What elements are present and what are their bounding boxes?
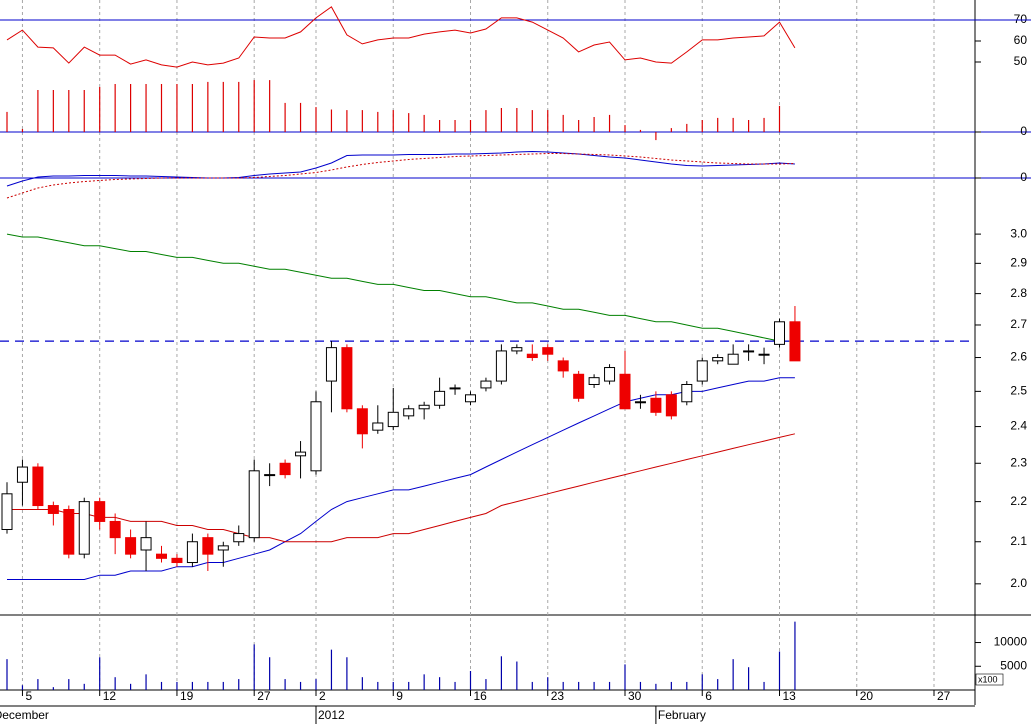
candle-body (356, 408, 368, 435)
candle-body (511, 347, 523, 352)
candle-body (665, 394, 677, 417)
candle-body (480, 380, 492, 389)
candle-body (774, 321, 785, 345)
moving-average (7, 377, 795, 580)
x-tick-label: 5 (25, 689, 32, 703)
x-tick-label: 6 (705, 689, 712, 703)
y-tick-label: 0 (1020, 124, 1027, 138)
x-tick-label: 13 (783, 689, 797, 703)
y-tick-label: 2.1 (1010, 534, 1027, 548)
candle-body (758, 353, 770, 356)
candle-body (1, 493, 13, 531)
indicator-line (6, 150, 795, 187)
candle-body (125, 537, 137, 555)
y-tick-label: 2.2 (1010, 494, 1027, 508)
candle-body (681, 383, 693, 403)
x-tick-label: 27 (257, 689, 271, 703)
y-tick-label: 2.7 (1010, 317, 1027, 331)
unit-label: x100 (978, 674, 998, 684)
y-tick-label: 10000 (994, 635, 1028, 649)
moving-average (7, 433, 796, 543)
candle-body (78, 501, 90, 555)
candle-body (604, 367, 616, 382)
candle-body (743, 350, 755, 353)
candle-body (94, 501, 106, 522)
x-tick-label: 2 (319, 689, 326, 703)
period-label: February (658, 708, 706, 722)
y-tick-label: 2.4 (1010, 419, 1027, 433)
candle-body (341, 347, 353, 410)
candle-body (140, 537, 152, 551)
unit-box (975, 673, 1004, 686)
candle-body (156, 553, 167, 559)
candle-body (789, 321, 801, 362)
y-tick-label: 2.6 (1010, 350, 1027, 364)
candle-body (47, 505, 59, 514)
candle-body (233, 533, 245, 543)
candle-body (372, 422, 384, 431)
y-tick-label: 70 (1014, 12, 1028, 26)
y-tick-label: 2.0 (1010, 576, 1027, 590)
candle-body (32, 466, 44, 507)
y-tick-label: 2.5 (1010, 384, 1027, 398)
candle-body (325, 347, 337, 382)
candle-body (310, 401, 322, 472)
candle-body (403, 408, 415, 417)
x-tick-label: 16 (474, 689, 488, 703)
candle-body (526, 353, 538, 359)
candle-body (619, 373, 631, 410)
candle-body (634, 401, 646, 404)
candle-body (171, 557, 183, 564)
candle-body (573, 373, 585, 399)
candle-body (202, 537, 214, 555)
x-tick-label: 23 (551, 689, 565, 703)
period-label: 2012 (318, 708, 345, 722)
y-tick-label: 2.9 (1010, 256, 1027, 270)
x-tick-label: 19 (180, 689, 194, 703)
candle-body (248, 470, 260, 539)
y-tick-label: 3.0 (1010, 226, 1027, 240)
candle-body (696, 360, 708, 382)
candle-body (434, 390, 446, 406)
y-tick-label: 2.8 (1010, 286, 1027, 300)
candle-body (465, 394, 476, 403)
candle-body (16, 466, 28, 483)
candle-body (495, 350, 507, 382)
candle-body (109, 520, 121, 539)
y-tick-label: 50 (1014, 54, 1028, 68)
candle-body (186, 541, 198, 564)
x-tick-label: 12 (103, 689, 117, 703)
indicator-line (6, 153, 795, 199)
candle-body (279, 462, 291, 476)
candle-body (557, 360, 569, 372)
y-tick-label: 5000 (1000, 658, 1027, 672)
candle-body (449, 387, 461, 390)
candle-body (63, 508, 75, 555)
x-tick-label: 30 (628, 689, 642, 703)
x-tick-label: 27 (937, 689, 951, 703)
candle-body (542, 347, 554, 355)
period-label: December (0, 708, 49, 722)
candle-body (264, 474, 276, 477)
moving-average (6, 233, 795, 342)
x-tick-label: 9 (396, 689, 403, 703)
x-tick-label: 20 (860, 689, 874, 703)
y-tick-label: 0 (1020, 170, 1027, 184)
indicator-line (6, 6, 796, 68)
candle-body (418, 404, 430, 410)
candle-body (588, 377, 600, 385)
candle-body (295, 451, 307, 457)
candle-body (217, 545, 229, 551)
candle-body (727, 353, 739, 365)
y-tick-label: 2.3 (1010, 455, 1027, 469)
candle-body (712, 357, 724, 362)
candle-body (650, 397, 662, 413)
candle-body (387, 411, 399, 428)
y-tick-label: 60 (1014, 33, 1028, 47)
